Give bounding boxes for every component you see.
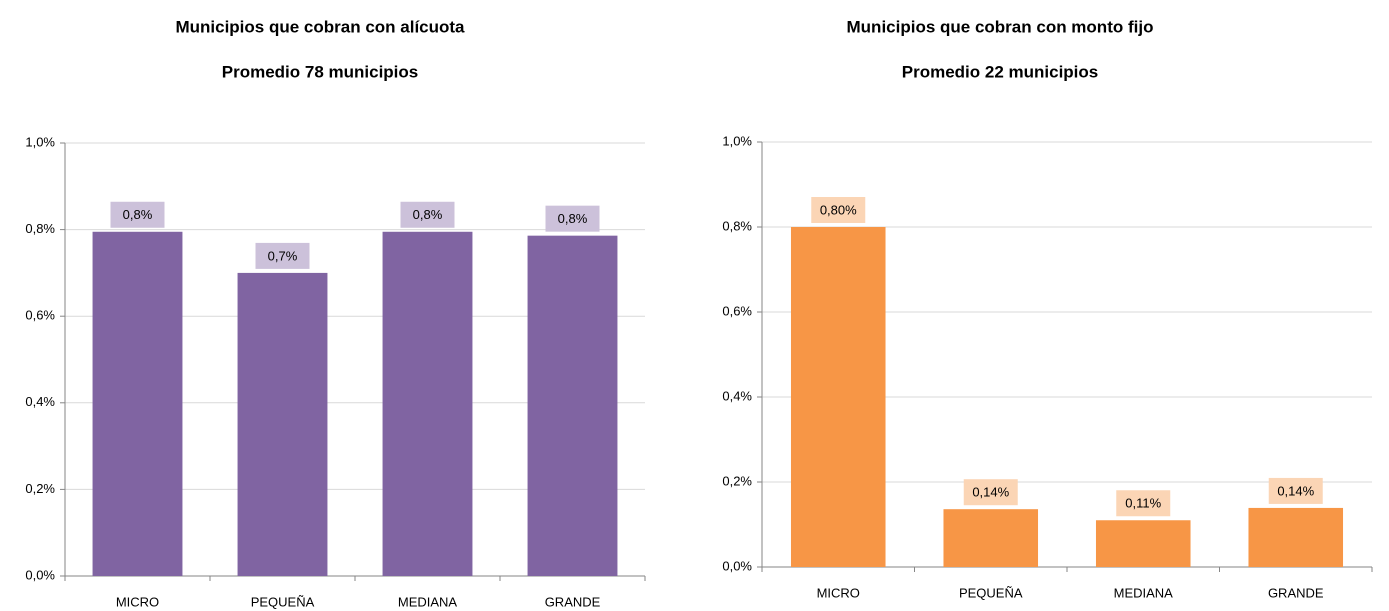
bar <box>943 509 1039 567</box>
bar <box>790 227 886 567</box>
x-tick-label: PEQUEÑA <box>251 594 315 609</box>
y-tick-label: 1,0% <box>25 134 55 149</box>
x-tick-label: MICRO <box>116 594 159 609</box>
value-label-bg <box>1116 490 1171 517</box>
y-tick-label: 0,0% <box>25 567 55 582</box>
bar <box>92 231 183 576</box>
value-label: 0,8% <box>413 207 443 222</box>
y-tick-label: 0,6% <box>722 303 752 318</box>
chart-title: Municipios que cobran con monto fijo <box>847 17 1154 36</box>
x-tick-label: MEDIANA <box>398 594 458 609</box>
bar <box>527 235 618 577</box>
y-tick-label: 0,4% <box>25 394 55 409</box>
value-label-bg <box>110 201 165 228</box>
chart-title: Municipios que cobran con alícuota <box>175 17 465 36</box>
y-tick-label: 0,4% <box>722 388 752 403</box>
value-label: 0,14% <box>1277 483 1314 498</box>
x-tick-label: MEDIANA <box>1114 585 1174 600</box>
y-tick-label: 0,8% <box>722 218 752 233</box>
value-label-bg <box>811 197 866 223</box>
value-label-bg <box>1268 477 1323 504</box>
y-tick-label: 0,6% <box>25 308 55 323</box>
value-label-bg <box>963 479 1018 506</box>
value-label-bg <box>400 201 455 228</box>
bar <box>382 231 473 576</box>
bar <box>237 272 328 576</box>
x-tick-label: PEQUEÑA <box>959 585 1023 600</box>
x-tick-label: GRANDE <box>545 594 601 609</box>
y-tick-label: 0,2% <box>722 473 752 488</box>
x-tick-label: MICRO <box>817 585 860 600</box>
x-tick-label: GRANDE <box>1268 585 1324 600</box>
chart-subtitle: Promedio 78 municipios <box>222 62 419 81</box>
value-label: 0,80% <box>820 202 857 217</box>
value-label: 0,11% <box>1125 496 1161 511</box>
value-label-bg <box>255 242 310 269</box>
value-label-bg <box>545 205 600 232</box>
bar <box>1095 520 1191 567</box>
value-label: 0,14% <box>972 485 1009 500</box>
value-label: 0,7% <box>268 248 298 263</box>
value-label: 0,8% <box>123 207 153 222</box>
y-tick-label: 0,0% <box>722 558 752 573</box>
value-label: 0,8% <box>558 211 588 226</box>
chart-subtitle: Promedio 22 municipios <box>902 62 1099 81</box>
y-tick-label: 0,8% <box>25 221 55 236</box>
y-tick-label: 1,0% <box>722 133 752 148</box>
bar <box>1248 507 1344 567</box>
y-tick-label: 0,2% <box>25 481 55 496</box>
